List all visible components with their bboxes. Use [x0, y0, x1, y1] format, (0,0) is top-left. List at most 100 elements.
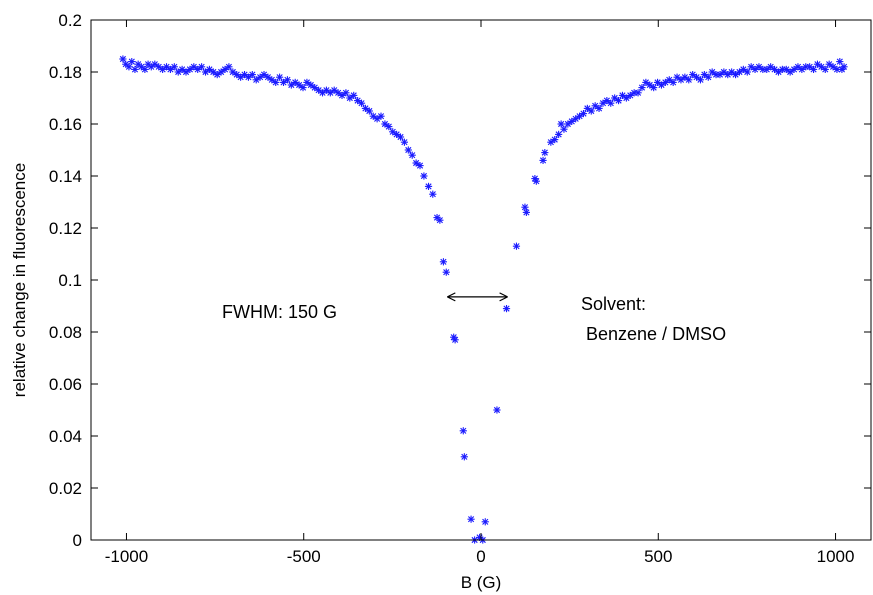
- data-point: [587, 107, 595, 115]
- data-point: [420, 172, 428, 180]
- data-point: [151, 60, 159, 68]
- data-point: [634, 89, 642, 97]
- data-point: [412, 159, 420, 167]
- y-tick-label: 0.2: [58, 11, 82, 30]
- data-point: [564, 120, 572, 128]
- data-point: [607, 99, 615, 107]
- axis-ticks: -1000 -500 0 500 1000 0 0.02 0.04 0.06 0.08 0.1 0.1…: [49, 11, 871, 566]
- data-point: [260, 71, 268, 79]
- data-point: [809, 65, 818, 73]
- data-point: [369, 112, 377, 120]
- data-point: [342, 89, 350, 97]
- data-point: [357, 99, 366, 107]
- data-point: [603, 97, 611, 105]
- data-point: [451, 336, 459, 344]
- solvent-annotation-line1: Solvent:: [581, 294, 646, 314]
- data-point: [555, 130, 563, 138]
- data-point: [283, 76, 292, 84]
- data-point: [572, 115, 580, 123]
- data-point: [481, 518, 489, 526]
- data-point: [829, 63, 837, 71]
- data-point: [295, 81, 303, 89]
- data-point: [599, 99, 607, 107]
- data-point: [190, 63, 198, 71]
- data-point: [583, 104, 591, 112]
- data-point: [618, 91, 627, 99]
- data-point: [174, 68, 182, 76]
- fwhm-arrow-head-right: [499, 292, 508, 302]
- data-point: [806, 63, 814, 71]
- data-point: [287, 81, 295, 89]
- data-point: [763, 65, 771, 73]
- data-point: [626, 91, 634, 99]
- data-point: [240, 71, 249, 79]
- data-point: [708, 68, 716, 76]
- data-point: [575, 112, 584, 120]
- data-point: [751, 65, 759, 73]
- data-point: [692, 73, 701, 81]
- data-point: [291, 78, 299, 86]
- data-point: [755, 63, 763, 71]
- data-point: [365, 107, 373, 115]
- data-point: [720, 68, 728, 76]
- plot-background: [91, 20, 871, 540]
- data-point: [334, 89, 342, 97]
- data-point: [622, 94, 630, 102]
- data-point: [539, 156, 547, 164]
- data-point: [642, 78, 650, 86]
- data-point: [354, 97, 362, 105]
- data-point: [579, 110, 588, 118]
- data-point: [303, 78, 311, 86]
- data-point: [155, 63, 163, 71]
- data-point: [669, 78, 677, 86]
- data-point: [429, 190, 437, 198]
- data-point: [782, 65, 790, 73]
- data-point: [439, 258, 448, 266]
- y-tick-label: 0.16: [49, 115, 82, 134]
- data-point: [657, 81, 666, 89]
- data-point: [330, 86, 338, 94]
- data-point: [739, 65, 747, 73]
- data-point: [252, 76, 260, 84]
- data-point: [350, 91, 358, 99]
- data-point: [205, 65, 214, 73]
- fwhm-arrow-head-left: [447, 292, 456, 302]
- data-point: [396, 133, 405, 141]
- data-point: [767, 63, 775, 71]
- data-point: [256, 73, 264, 81]
- data-point: [416, 162, 424, 170]
- data-point: [318, 89, 327, 97]
- data-point: [614, 97, 623, 105]
- data-point: [128, 58, 136, 66]
- y-tick-label: 0.14: [49, 167, 82, 186]
- data-point: [264, 73, 272, 81]
- data-point: [689, 71, 697, 79]
- data-point: [595, 104, 603, 112]
- data-point: [661, 78, 669, 86]
- data-point: [125, 63, 133, 71]
- data-point: [532, 177, 540, 185]
- data-point: [159, 65, 167, 73]
- data-point: [346, 94, 354, 102]
- data-point: [272, 78, 280, 86]
- data-point: [170, 63, 178, 71]
- data-point: [817, 63, 825, 71]
- y-axis-title: relative change in fluorescence: [10, 163, 29, 397]
- data-point: [221, 65, 229, 73]
- data-point: [166, 65, 175, 73]
- data-point: [502, 305, 511, 313]
- data-point: [673, 73, 681, 81]
- data-point: [217, 68, 225, 76]
- y-tick-label: 0.02: [49, 479, 82, 498]
- x-tick-label: 0: [476, 547, 485, 566]
- data-point: [322, 86, 331, 94]
- data-point: [326, 89, 334, 97]
- data-point: [591, 102, 599, 110]
- data-point: [436, 216, 444, 224]
- data-point: [747, 63, 755, 71]
- data-point: [119, 55, 127, 63]
- data-point: [560, 125, 568, 133]
- data-point: [743, 68, 751, 76]
- x-tick-label: 1000: [817, 547, 855, 566]
- data-point: [724, 71, 732, 79]
